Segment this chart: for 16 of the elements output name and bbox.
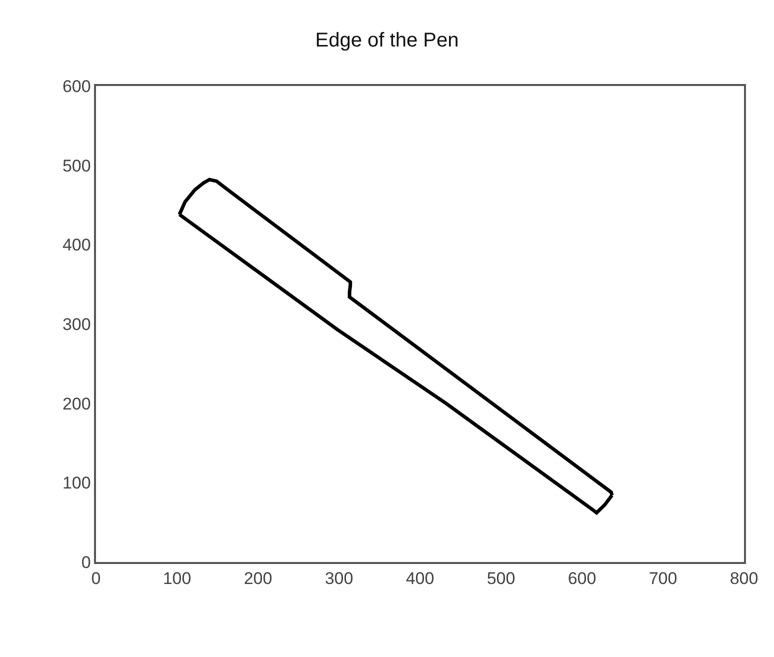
x-tick-label: 500 (486, 569, 516, 588)
y-tick-label: 600 (62, 76, 91, 96)
y-tick-label: 500 (62, 156, 91, 176)
y-tick-label: 400 (62, 236, 91, 255)
x-tick-label: 200 (244, 569, 272, 588)
x-tick-label: 100 (162, 569, 192, 588)
x-tick-label: 800 (730, 569, 758, 588)
x-tick-label: 300 (324, 569, 354, 588)
y-tick-label: 200 (62, 394, 91, 414)
y-tick-label: 0 (81, 552, 91, 572)
x-tick-label: 600 (568, 569, 596, 588)
y-tick-label: 100 (62, 474, 91, 493)
y-tick-label: 300 (62, 314, 91, 334)
chart-title: Edge of the Pen (315, 29, 459, 52)
x-tick-label: 700 (648, 569, 678, 588)
x-tick-label: 400 (406, 569, 434, 588)
